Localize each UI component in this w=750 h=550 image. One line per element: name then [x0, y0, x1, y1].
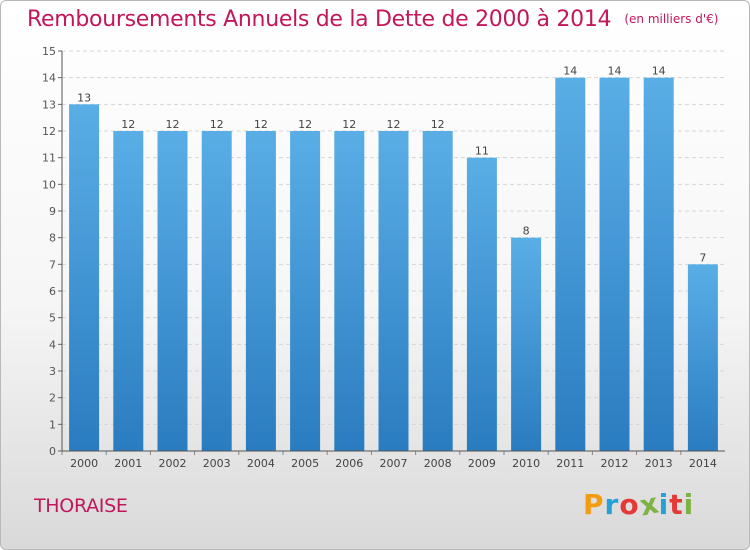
- bar-2005: [290, 131, 321, 451]
- y-tick-label: 3: [49, 365, 56, 378]
- bars: [69, 77, 718, 452]
- y-tick-label: 1: [49, 418, 56, 431]
- bar-value-label: 14: [563, 65, 577, 78]
- chart-title-text: Remboursements Annuels de la Dette de 20…: [27, 7, 612, 32]
- bar-value-label: 11: [475, 145, 489, 158]
- y-tick-label: 13: [42, 98, 56, 111]
- y-tick-label: 0: [49, 445, 56, 458]
- bar-2012: [599, 77, 630, 452]
- bar-value-label: 12: [431, 118, 445, 131]
- x-tick-label: 2004: [247, 457, 275, 470]
- x-tick-label: 2012: [601, 457, 629, 470]
- x-tick-label: 2000: [70, 457, 98, 470]
- y-tick-label: 5: [49, 312, 56, 325]
- bar-value-label: 12: [166, 118, 180, 131]
- x-tick-label: 2010: [512, 457, 540, 470]
- x-tick-label: 2005: [291, 457, 319, 470]
- bar-value-label: 12: [298, 118, 312, 131]
- x-tick-label: 2009: [468, 457, 496, 470]
- logo-letter: r: [604, 488, 620, 521]
- bar-2010: [511, 237, 542, 451]
- bar-2014: [687, 264, 718, 451]
- x-tick-label: 2003: [203, 457, 231, 470]
- axes: [58, 50, 725, 455]
- y-tick-label: 10: [42, 178, 56, 191]
- bar-value-label: 8: [523, 225, 530, 238]
- bar-2008: [422, 131, 453, 451]
- y-tick-label: 7: [49, 258, 56, 271]
- bar-2013: [643, 77, 674, 452]
- bar-2002: [157, 131, 188, 451]
- bar-2004: [245, 131, 276, 451]
- x-tick-label: 2006: [335, 457, 363, 470]
- bar-2009: [466, 157, 497, 451]
- x-tick-label: 2008: [424, 457, 452, 470]
- logo-letter: t: [669, 488, 684, 521]
- bar-2001: [113, 131, 144, 451]
- chart-unit-note: (en milliers d'€): [624, 12, 719, 26]
- y-tick-label: 2: [49, 392, 56, 405]
- logo-letter: i: [683, 488, 695, 521]
- bar-2011: [555, 77, 586, 452]
- y-tick-label: 11: [42, 152, 56, 165]
- x-tick-label: 2011: [556, 457, 584, 470]
- y-tick-label: 9: [49, 205, 56, 218]
- labels: 0123456789101112131415132000122001122002…: [42, 45, 717, 470]
- bar-value-label: 13: [77, 91, 91, 104]
- chart-title: Remboursements Annuels de la Dette de 20…: [27, 7, 718, 32]
- commune-name: THORAISE: [34, 495, 128, 517]
- x-tick-label: 2013: [645, 457, 673, 470]
- y-tick-label: 14: [42, 72, 56, 85]
- bar-2000: [69, 104, 100, 451]
- y-tick-label: 4: [49, 338, 56, 351]
- y-tick-label: 6: [49, 285, 56, 298]
- x-tick-label: 2001: [114, 457, 142, 470]
- y-tick-label: 8: [49, 232, 56, 245]
- bar-2006: [334, 131, 365, 451]
- x-tick-label: 2007: [380, 457, 408, 470]
- bar-value-label: 12: [210, 118, 224, 131]
- x-tick-label: 2014: [689, 457, 717, 470]
- bar-value-label: 12: [387, 118, 401, 131]
- bar-value-label: 12: [342, 118, 356, 131]
- bar-value-label: 14: [608, 65, 622, 78]
- logo-letter: i: [658, 488, 670, 521]
- bar-2007: [378, 131, 409, 451]
- logo-letter: P: [583, 488, 605, 521]
- bar-2003: [201, 131, 232, 451]
- bar-value-label: 7: [699, 251, 706, 264]
- bar-value-label: 12: [254, 118, 268, 131]
- y-tick-label: 15: [42, 45, 56, 58]
- bar-value-label: 14: [652, 65, 666, 78]
- x-tick-label: 2002: [159, 457, 187, 470]
- proxiti-logo: Proxiti: [583, 486, 695, 522]
- logo-letter: o: [619, 488, 640, 521]
- bar-value-label: 12: [121, 118, 135, 131]
- y-tick-label: 12: [42, 125, 56, 138]
